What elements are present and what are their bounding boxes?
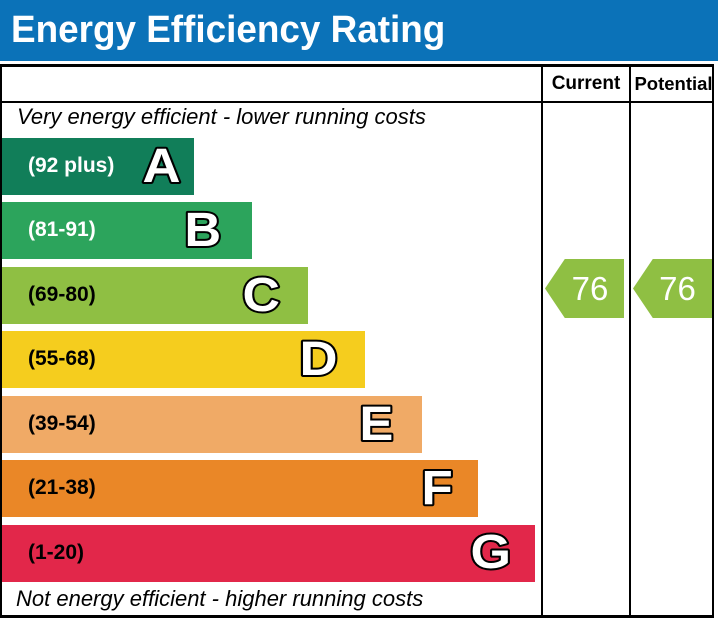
- svg-text:C: C: [242, 269, 279, 322]
- svg-text:B: B: [185, 204, 222, 257]
- svg-text:D: D: [300, 333, 338, 386]
- svg-text:F: F: [422, 462, 453, 515]
- svg-text:A: A: [142, 140, 180, 193]
- svg-text:G: G: [470, 526, 511, 579]
- svg-text:E: E: [360, 398, 394, 451]
